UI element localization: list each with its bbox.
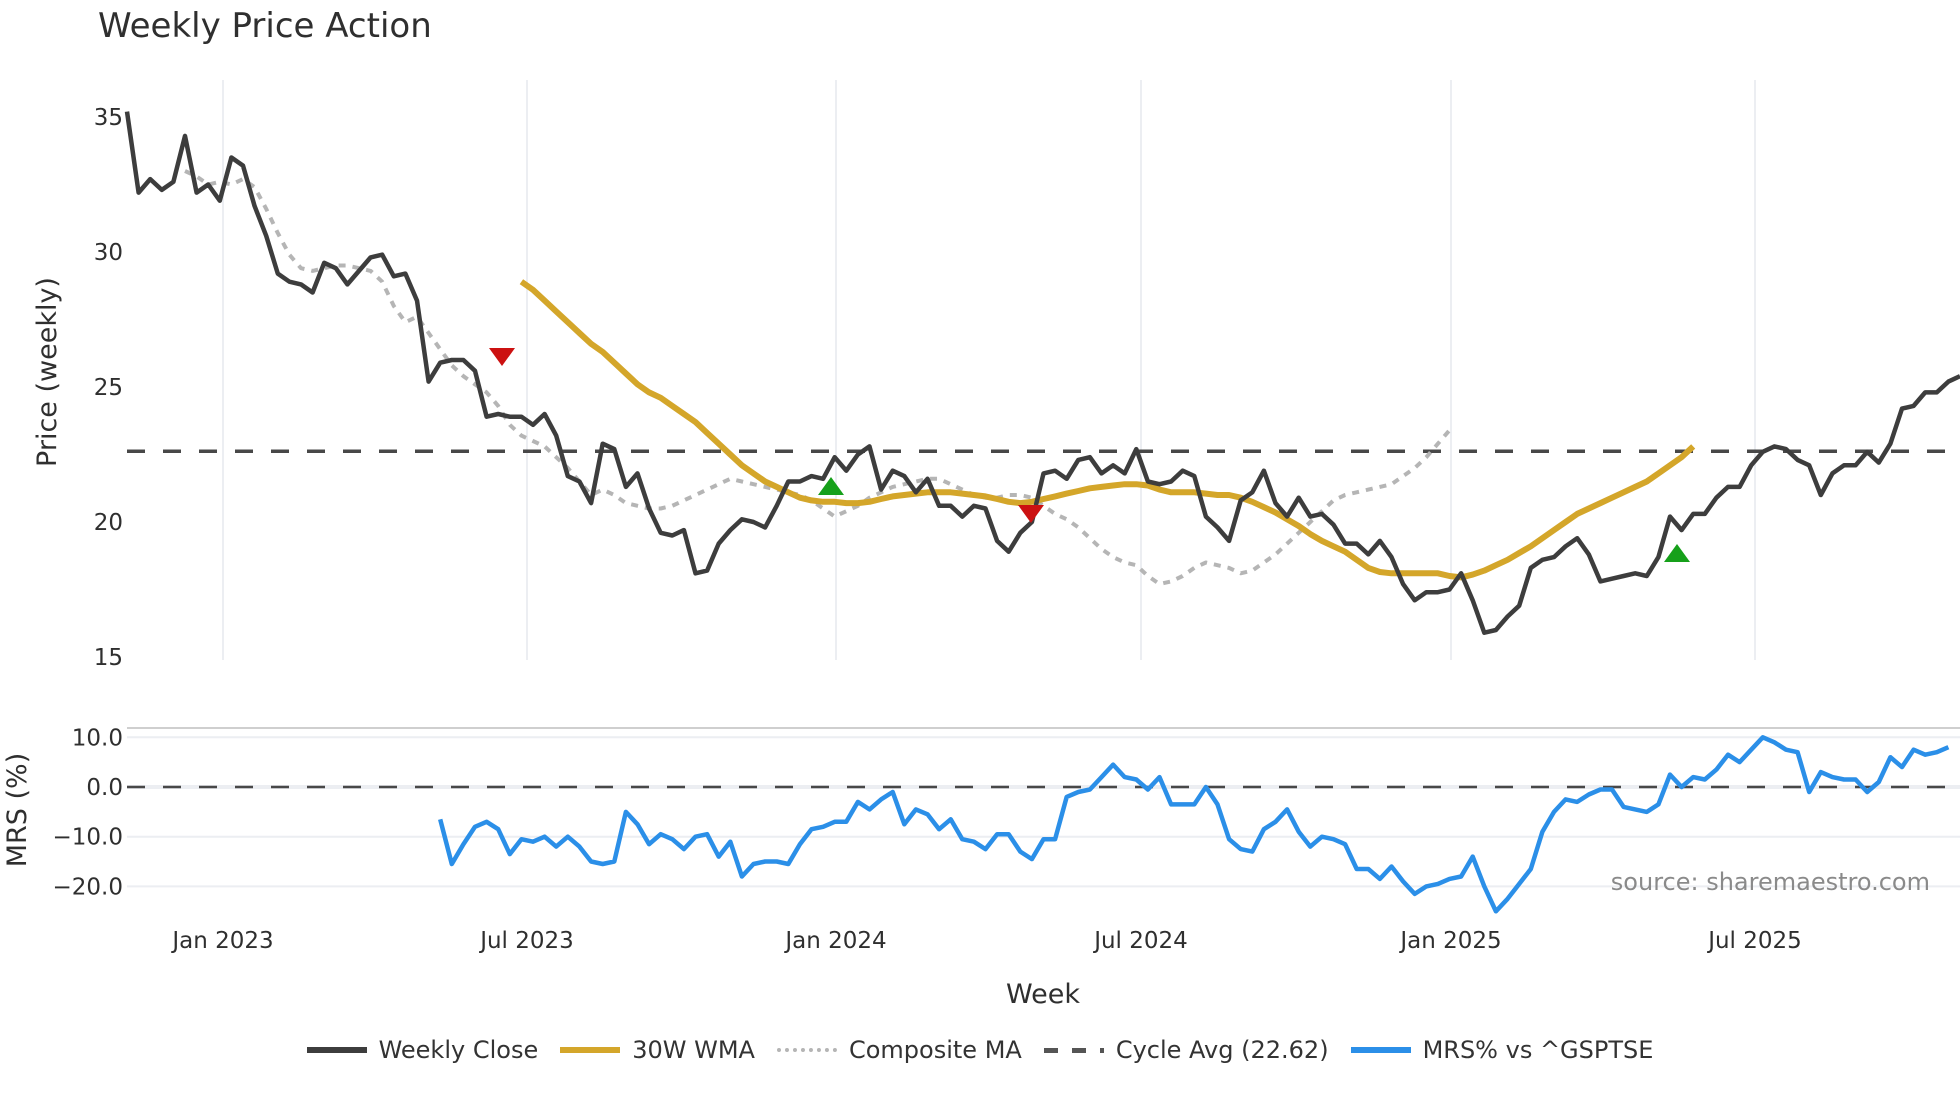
legend-label: MRS% vs ^GSPTSE — [1422, 1036, 1654, 1064]
source-watermark: source: sharemaestro.com — [1611, 868, 1930, 896]
legend-swatch-icon — [1350, 1047, 1411, 1053]
legend-item[interactable]: MRS% vs ^GSPTSE — [1350, 1036, 1654, 1064]
x-tick: Jan 2025 — [1398, 928, 1501, 954]
buy-signal-marker — [818, 477, 844, 495]
wma-30w-line — [519, 279, 1696, 581]
sell-signal-marker — [1018, 505, 1044, 523]
price-tick: 15 — [94, 645, 123, 671]
legend-swatch-icon — [560, 1047, 621, 1053]
legend-item[interactable]: 30W WMA — [560, 1036, 755, 1064]
price-y-axis: 35 30 25 20 15 — [94, 105, 123, 671]
price-tick: 35 — [94, 105, 123, 131]
price-tick: 25 — [94, 375, 123, 401]
mrs-tick: −10.0 — [53, 825, 123, 851]
legend: Weekly Close 30W WMA Composite MA Cycle Avg… — [0, 1036, 1960, 1064]
x-tick: Jan 2024 — [783, 928, 886, 954]
legend-label: Cycle Avg (22.62) — [1115, 1036, 1329, 1064]
mrs-tick: −20.0 — [53, 874, 123, 900]
x-tick: Jan 2023 — [170, 928, 273, 954]
composite-ma-line — [184, 169, 1452, 587]
weekly-close-line — [124, 111, 1960, 635]
x-tick: Jul 2023 — [478, 928, 574, 954]
price-axis-label: Price (weekly) — [32, 277, 63, 467]
sell-signal-marker — [489, 348, 515, 366]
mrs-tick: 10.0 — [72, 725, 123, 751]
x-tick: Jul 2025 — [1706, 928, 1802, 954]
series-layer — [124, 111, 1960, 914]
mrs-tick: 0.0 — [86, 775, 123, 801]
x-axis-label: Week — [1006, 979, 1080, 1010]
legend-label: Weekly Close — [378, 1036, 539, 1064]
legend-swatch-icon — [776, 1048, 837, 1052]
legend-label: 30W WMA — [632, 1036, 755, 1064]
mrs-axis-label: MRS (%) — [2, 753, 33, 868]
x-tick: Jul 2024 — [1092, 928, 1188, 954]
legend-item[interactable]: Composite MA — [776, 1036, 1022, 1064]
price-tick: 20 — [94, 510, 123, 536]
chart-title: Weekly Price Action — [98, 6, 432, 46]
x-axis: Jan 2023 Jul 2023 Jan 2024 Jul 2024 Jan 2025… — [170, 928, 1801, 954]
mrs-y-axis: 10.0 0.0 −10.0 −20.0 — [53, 725, 123, 900]
buy-signal-marker — [1664, 544, 1690, 562]
gridlines — [127, 80, 1960, 888]
legend-item[interactable]: Weekly Close — [306, 1036, 539, 1064]
signal-markers — [489, 348, 1690, 562]
legend-swatch-icon — [306, 1047, 367, 1053]
price-tick: 30 — [94, 240, 123, 266]
legend-swatch-icon — [1043, 1047, 1104, 1053]
mrs-line — [438, 735, 1950, 914]
legend-label: Composite MA — [848, 1036, 1022, 1064]
legend-item[interactable]: Cycle Avg (22.62) — [1043, 1036, 1329, 1064]
